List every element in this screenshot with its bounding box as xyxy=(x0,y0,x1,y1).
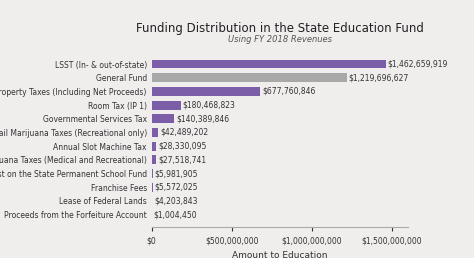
Text: $140,389,846: $140,389,846 xyxy=(176,114,229,123)
Text: $27,518,741: $27,518,741 xyxy=(158,155,206,164)
Text: $28,330,095: $28,330,095 xyxy=(158,142,207,151)
Bar xyxy=(152,101,181,110)
Text: Using FY 2018 Revenues: Using FY 2018 Revenues xyxy=(228,35,332,44)
Text: $677,760,846: $677,760,846 xyxy=(262,87,315,96)
Bar xyxy=(152,169,153,178)
Text: $1,004,450: $1,004,450 xyxy=(154,210,197,219)
Bar xyxy=(152,155,156,164)
Bar xyxy=(152,87,260,96)
Text: $5,981,905: $5,981,905 xyxy=(155,169,198,178)
Text: $180,468,823: $180,468,823 xyxy=(182,101,236,110)
Text: $42,489,202: $42,489,202 xyxy=(160,128,209,137)
Bar xyxy=(152,128,158,137)
Bar xyxy=(152,114,174,123)
Text: $5,572,025: $5,572,025 xyxy=(155,183,198,192)
Bar xyxy=(152,60,386,68)
Bar xyxy=(152,142,156,151)
Text: $1,219,696,627: $1,219,696,627 xyxy=(349,73,409,82)
Text: $1,462,659,919: $1,462,659,919 xyxy=(388,60,448,69)
Bar xyxy=(152,73,347,82)
Text: $4,203,843: $4,203,843 xyxy=(154,196,198,205)
X-axis label: Amount to Education: Amount to Education xyxy=(232,251,328,258)
Bar xyxy=(152,183,153,192)
Title: Funding Distribution in the State Education Fund: Funding Distribution in the State Educat… xyxy=(136,22,424,35)
